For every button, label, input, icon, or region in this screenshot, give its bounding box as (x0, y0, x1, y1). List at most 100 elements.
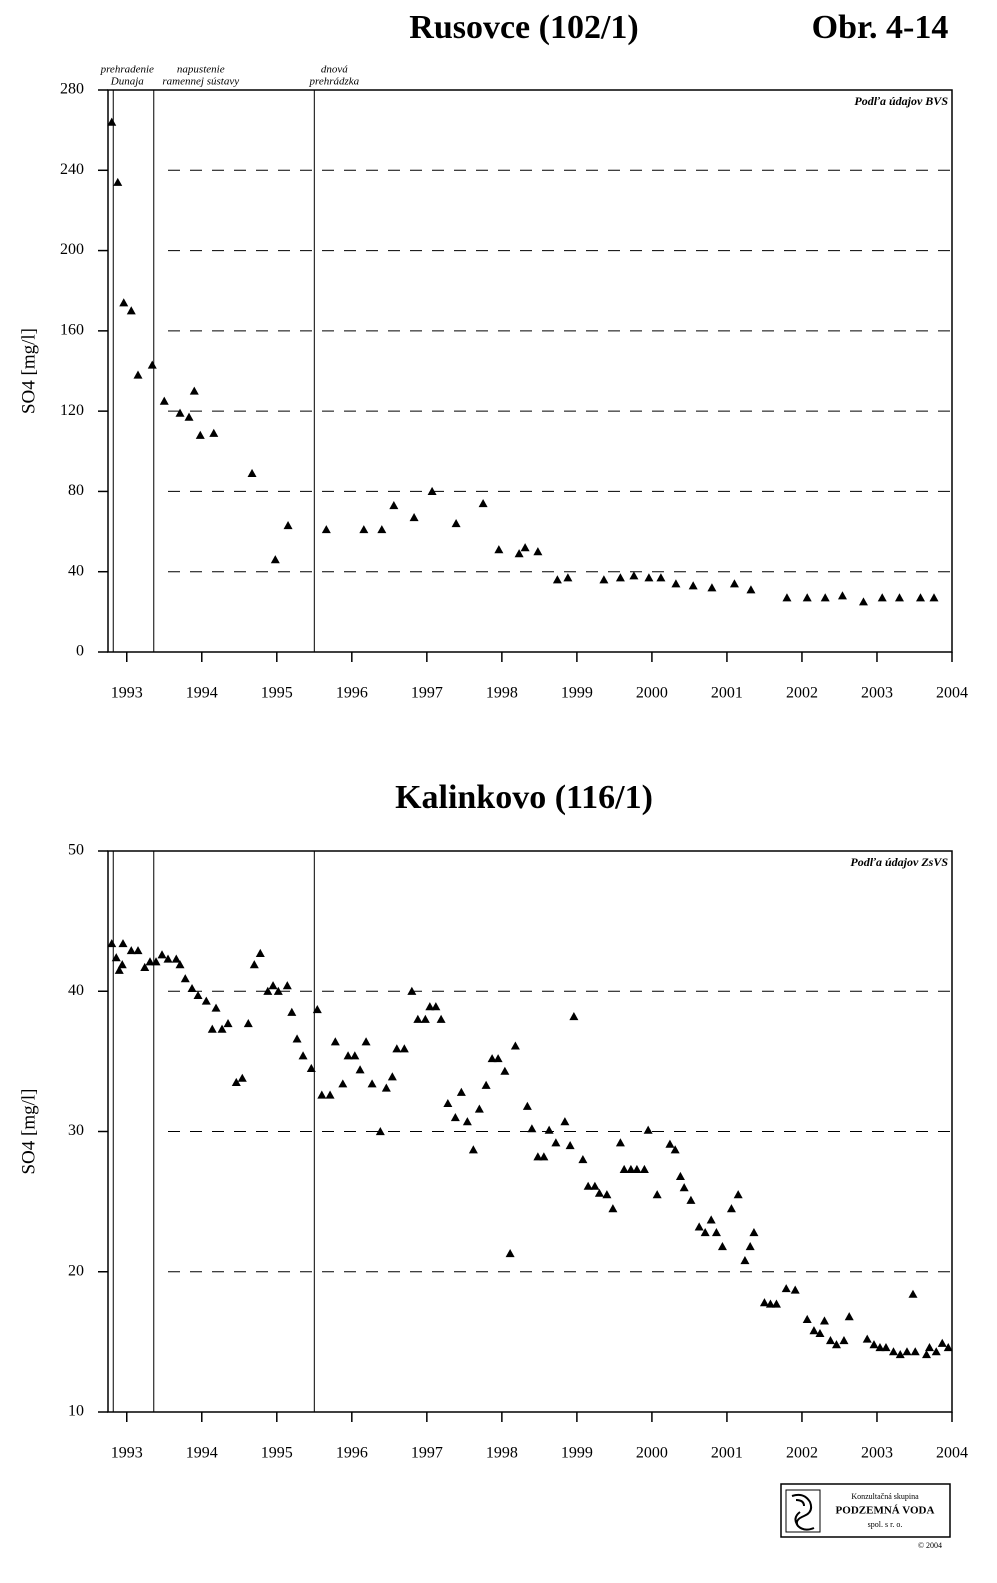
data-point (790, 1285, 800, 1294)
data-point (425, 1002, 435, 1011)
data-point (436, 1014, 446, 1023)
data-point (180, 974, 190, 983)
event-label: napustenie (177, 64, 225, 76)
data-point (187, 983, 197, 993)
x-tick-label: 1993 (111, 1445, 143, 1462)
data-point (487, 1054, 497, 1063)
chart-title: Rusovce (102/1) (409, 9, 638, 46)
x-tick-label: 2001 (711, 1445, 743, 1462)
data-point (781, 1284, 791, 1293)
data-point (877, 593, 887, 602)
x-tick-label: 1996 (336, 1445, 368, 1462)
data-point (858, 597, 868, 606)
data-point (694, 1222, 704, 1231)
data-point (563, 573, 573, 582)
x-tick-label: 2001 (711, 685, 743, 702)
y-tick-label: 20 (68, 1262, 84, 1279)
data-point (629, 571, 639, 580)
data-point (656, 573, 666, 582)
data-point (652, 1190, 662, 1199)
data-point (157, 950, 167, 959)
data-point (189, 386, 199, 395)
data-point (539, 1152, 549, 1161)
data-point (888, 1347, 898, 1356)
data-point (377, 525, 387, 534)
data-point (837, 591, 847, 600)
data-point (520, 543, 530, 552)
y-tick-label: 280 (60, 81, 84, 98)
data-point (255, 948, 265, 957)
data-point (217, 1024, 227, 1033)
y-tick-label: 240 (60, 161, 84, 178)
data-point (330, 1037, 340, 1046)
x-tick-label: 1993 (111, 685, 143, 702)
data-point (711, 1227, 721, 1237)
data-point (910, 1347, 920, 1356)
data-point (599, 575, 609, 584)
data-point (343, 1051, 353, 1060)
data-point (409, 513, 419, 522)
x-tick-label: 1998 (486, 1445, 518, 1462)
data-point (675, 1171, 685, 1180)
data-point (831, 1340, 841, 1349)
data-point (263, 986, 273, 995)
x-tick-label: 2002 (786, 685, 818, 702)
y-tick-label: 40 (68, 562, 84, 579)
data-point (619, 1164, 629, 1173)
data-point (392, 1044, 402, 1053)
data-point (443, 1098, 453, 1108)
event-label: prehradenie (100, 64, 154, 76)
data-point (298, 1051, 308, 1060)
data-point (175, 408, 185, 417)
data-point (381, 1083, 391, 1092)
data-point (338, 1079, 348, 1088)
y-axis-label: SO4 [mg/l] (18, 328, 39, 414)
data-point (325, 1090, 335, 1099)
data-point (802, 593, 812, 602)
y-tick-label: 120 (60, 402, 84, 419)
x-tick-label: 1995 (261, 685, 293, 702)
data-point (355, 1065, 365, 1074)
x-tick-label: 1997 (411, 685, 443, 702)
data-point (615, 573, 625, 582)
data-point (740, 1256, 750, 1265)
data-point (626, 1164, 636, 1173)
y-tick-label: 40 (68, 982, 84, 999)
data-point (312, 1004, 322, 1014)
data-point (902, 1347, 912, 1356)
data-point (895, 1349, 905, 1359)
data-point (908, 1289, 918, 1298)
x-tick-label: 1998 (486, 685, 518, 702)
data-point (943, 1342, 953, 1352)
data-point (533, 547, 543, 556)
data-point (243, 1019, 253, 1028)
data-point (726, 1204, 736, 1213)
y-axis-label: SO4 [mg/l] (18, 1088, 39, 1174)
data-point (119, 298, 129, 307)
x-tick-label: 2000 (636, 1445, 668, 1462)
data-point (113, 177, 123, 186)
data-point (468, 1145, 478, 1154)
data-point (527, 1124, 537, 1133)
x-tick-label: 1995 (261, 1445, 293, 1462)
x-tick-label: 1994 (186, 1445, 218, 1462)
data-point (389, 500, 399, 510)
data-point (151, 957, 161, 966)
data-point (133, 946, 143, 955)
data-point (474, 1104, 484, 1113)
data-point (522, 1101, 532, 1110)
y-tick-label: 50 (68, 842, 84, 859)
event-label: Dunaja (110, 76, 145, 88)
data-point (117, 960, 127, 969)
data-point (361, 1037, 371, 1046)
x-tick-label: 2000 (636, 685, 668, 702)
data-point (367, 1079, 377, 1088)
data-point (560, 1117, 570, 1126)
logo-name: PODZEMNÁ VODA (836, 1505, 935, 1517)
data-point (211, 1003, 221, 1012)
x-tick-label: 2002 (786, 1445, 818, 1462)
data-point (140, 962, 150, 972)
data-point (292, 1034, 302, 1043)
data-point (317, 1090, 327, 1099)
logo-caption: Konzultačná skupina (851, 1492, 919, 1501)
